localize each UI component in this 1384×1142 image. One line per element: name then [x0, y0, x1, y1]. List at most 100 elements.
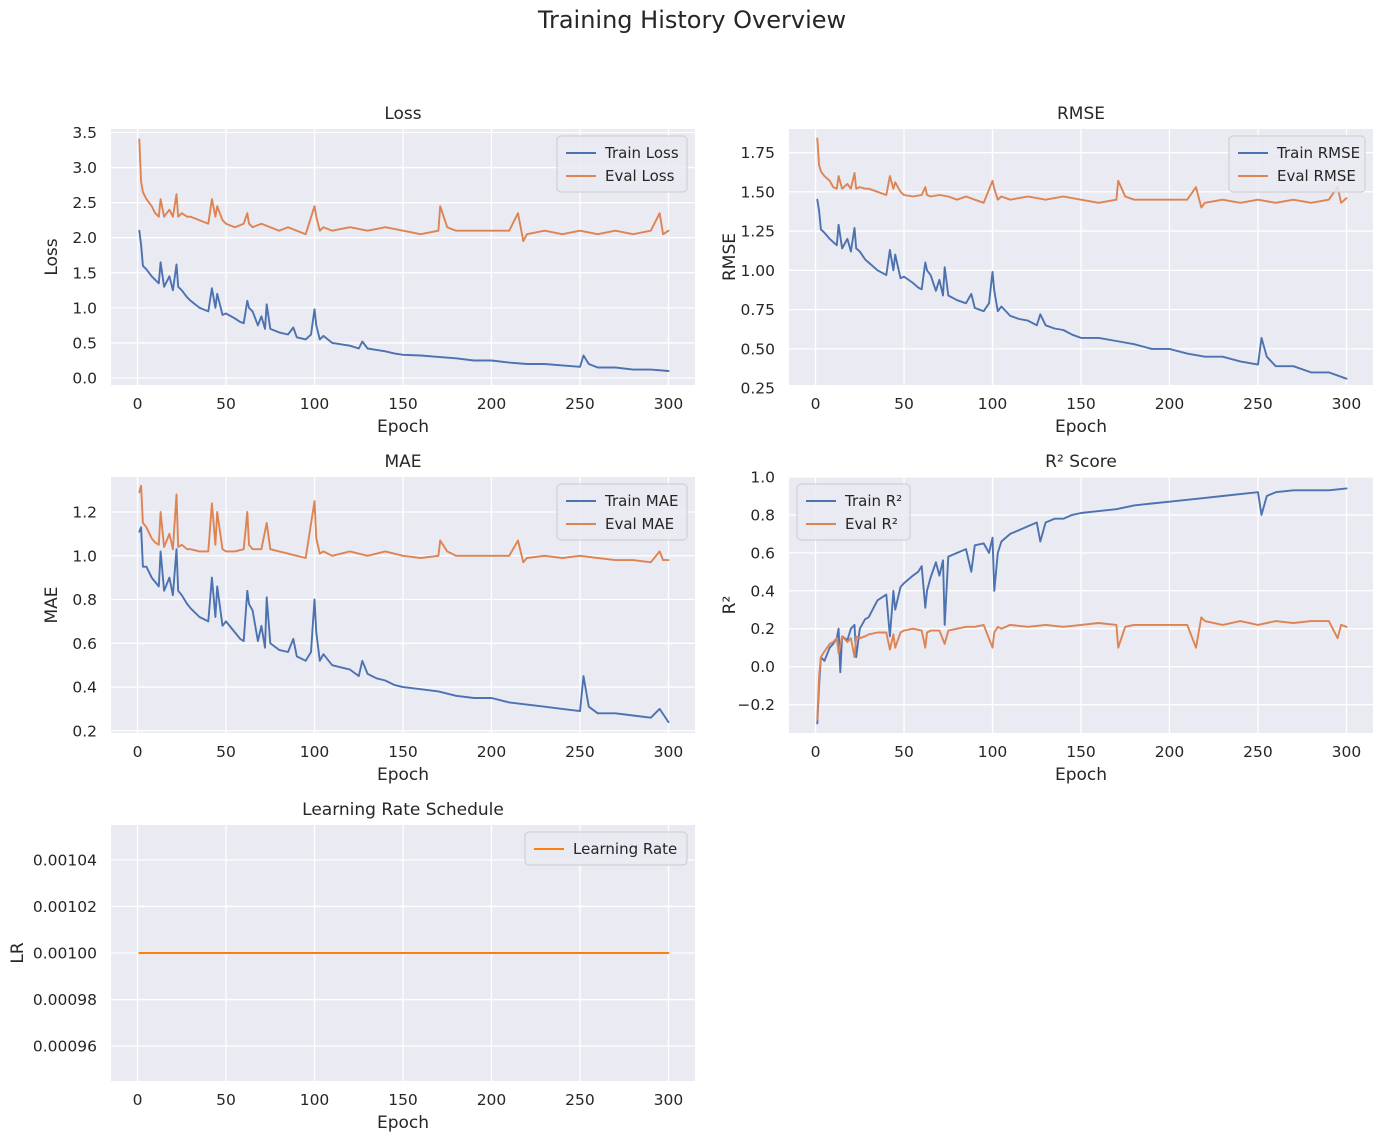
- x-tick-label: 150: [388, 743, 418, 761]
- panel-title: RMSE: [1057, 104, 1105, 124]
- y-tick-label: −0.2: [737, 696, 775, 714]
- y-tick-label: 0.6: [72, 635, 97, 653]
- x-tick-label: 100: [978, 743, 1008, 761]
- x-tick-label: 150: [1066, 395, 1096, 413]
- y-axis-label: R²: [720, 596, 740, 615]
- x-tick-label: 150: [388, 1091, 418, 1109]
- legend-label: Eval MAE: [605, 515, 674, 533]
- x-axis-label: Epoch: [1055, 417, 1107, 437]
- y-tick-label: 0.25: [740, 380, 775, 398]
- y-tick-label: 1.0: [72, 299, 97, 317]
- x-tick-label: 150: [388, 395, 418, 413]
- legend-label: Train MAE: [604, 492, 678, 510]
- x-tick-label: 250: [1243, 743, 1273, 761]
- x-axis-label: Epoch: [377, 765, 429, 785]
- panel-lr: 0 50 100 150 200 250 300 0.00096 0.00098 0.00100 0…: [8, 800, 695, 1133]
- panel-mae: 0 50 100 150 200 250 300 0.2 0.4 0.6 0.8 1.0 1.2 MAE E…: [42, 452, 695, 785]
- panel-title: MAE: [384, 452, 421, 472]
- x-tick-label: 100: [978, 395, 1008, 413]
- legend-label: Train Loss: [604, 144, 679, 162]
- x-tick-label: 300: [654, 395, 684, 413]
- panel-r2: 0 50 100 150 200 250 300 −0.2 0.0 0.2 0.4 0.6 0.8 1.0…: [720, 452, 1373, 785]
- x-tick-label: 300: [1332, 395, 1362, 413]
- x-tick-label: 300: [1332, 743, 1362, 761]
- y-axis-label: RMSE: [720, 233, 740, 281]
- y-tick-label: 0.8: [72, 591, 97, 609]
- y-tick-label: 1.5: [72, 264, 97, 282]
- x-tick-label: 200: [1155, 395, 1185, 413]
- y-tick-label: 0.5: [72, 334, 97, 352]
- x-tick-label: 50: [216, 395, 236, 413]
- panel-loss: 0 50 100 150 200 250 300 0.0 0.5 1.0 1.5 2.0 2.5 3.0 3…: [42, 104, 695, 437]
- y-tick-label: 0.75: [740, 301, 775, 319]
- x-tick-label: 100: [300, 743, 330, 761]
- x-tick-label: 150: [1066, 743, 1096, 761]
- x-tick-label: 0: [811, 395, 821, 413]
- y-tick-label: 0.00100: [33, 945, 97, 963]
- x-tick-label: 0: [811, 743, 821, 761]
- series-line-eval-loss: [138, 138, 670, 243]
- x-tick-label: 100: [300, 395, 330, 413]
- x-tick-label: 200: [477, 395, 507, 413]
- series-line-train-mae: [138, 526, 670, 724]
- x-tick-label: 250: [1243, 395, 1273, 413]
- x-axis-label: Epoch: [1055, 765, 1107, 785]
- x-tick-label: 200: [477, 1091, 507, 1109]
- y-tick-label: 0.4: [72, 679, 97, 697]
- y-tick-label: 0.00096: [33, 1038, 97, 1056]
- x-tick-label: 50: [216, 743, 236, 761]
- x-axis-label: Epoch: [377, 417, 429, 437]
- y-tick-label: 0.00104: [33, 851, 97, 869]
- legend: Train RMSE Eval RMSE: [1228, 135, 1366, 193]
- legend-box: [1228, 135, 1366, 193]
- x-tick-label: 0: [133, 395, 143, 413]
- series-line-eval-r: [816, 616, 1348, 721]
- x-tick-label: 300: [654, 743, 684, 761]
- x-tick-label: 0: [133, 743, 143, 761]
- legend-label: Learning Rate: [573, 840, 677, 858]
- series-line-train-loss: [138, 229, 670, 372]
- figure-title: Training History Overview: [537, 6, 846, 34]
- legend: Learning Rate: [524, 831, 688, 866]
- legend-box: [524, 831, 688, 866]
- y-tick-label: 0.2: [72, 722, 97, 740]
- y-tick-label: 1.75: [740, 144, 775, 162]
- y-tick-label: 0.6: [750, 544, 775, 562]
- y-axis-label: Loss: [42, 238, 62, 275]
- y-axis-label: LR: [8, 942, 28, 963]
- panel-title: Learning Rate Schedule: [302, 800, 504, 820]
- x-tick-label: 250: [565, 743, 595, 761]
- y-axis-label: MAE: [42, 586, 62, 623]
- x-tick-label: 200: [1155, 743, 1185, 761]
- x-axis-label: Epoch: [377, 1113, 429, 1133]
- y-tick-label: 3.0: [72, 159, 97, 177]
- y-tick-label: 3.5: [72, 124, 97, 142]
- legend-box: [556, 135, 688, 193]
- y-tick-label: 0.8: [750, 506, 775, 524]
- y-tick-label: 1.0: [750, 469, 775, 487]
- legend: Train MAE Eval MAE: [556, 483, 688, 541]
- y-tick-label: 1.0: [72, 547, 97, 565]
- legend: Train Loss Eval Loss: [556, 135, 688, 193]
- x-tick-label: 100: [300, 1091, 330, 1109]
- x-tick-label: 200: [477, 743, 507, 761]
- y-tick-label: 0.0: [750, 658, 775, 676]
- x-tick-label: 300: [654, 1091, 684, 1109]
- legend-label: Eval Loss: [605, 167, 675, 185]
- y-tick-label: 0.50: [740, 340, 775, 358]
- y-tick-label: 0.4: [750, 582, 775, 600]
- y-tick-label: 1.00: [740, 262, 775, 280]
- y-tick-label: 1.2: [72, 504, 97, 522]
- series-line-eval-rmse: [816, 137, 1348, 209]
- panel-title: Loss: [384, 104, 421, 124]
- x-tick-label: 50: [894, 743, 914, 761]
- series-line-train-rmse: [816, 198, 1348, 380]
- x-tick-label: 250: [565, 395, 595, 413]
- x-tick-label: 0: [133, 1091, 143, 1109]
- x-tick-label: 50: [894, 395, 914, 413]
- legend-box: [796, 483, 911, 541]
- y-tick-label: 1.50: [740, 183, 775, 201]
- legend-label: Train RMSE: [1276, 144, 1360, 162]
